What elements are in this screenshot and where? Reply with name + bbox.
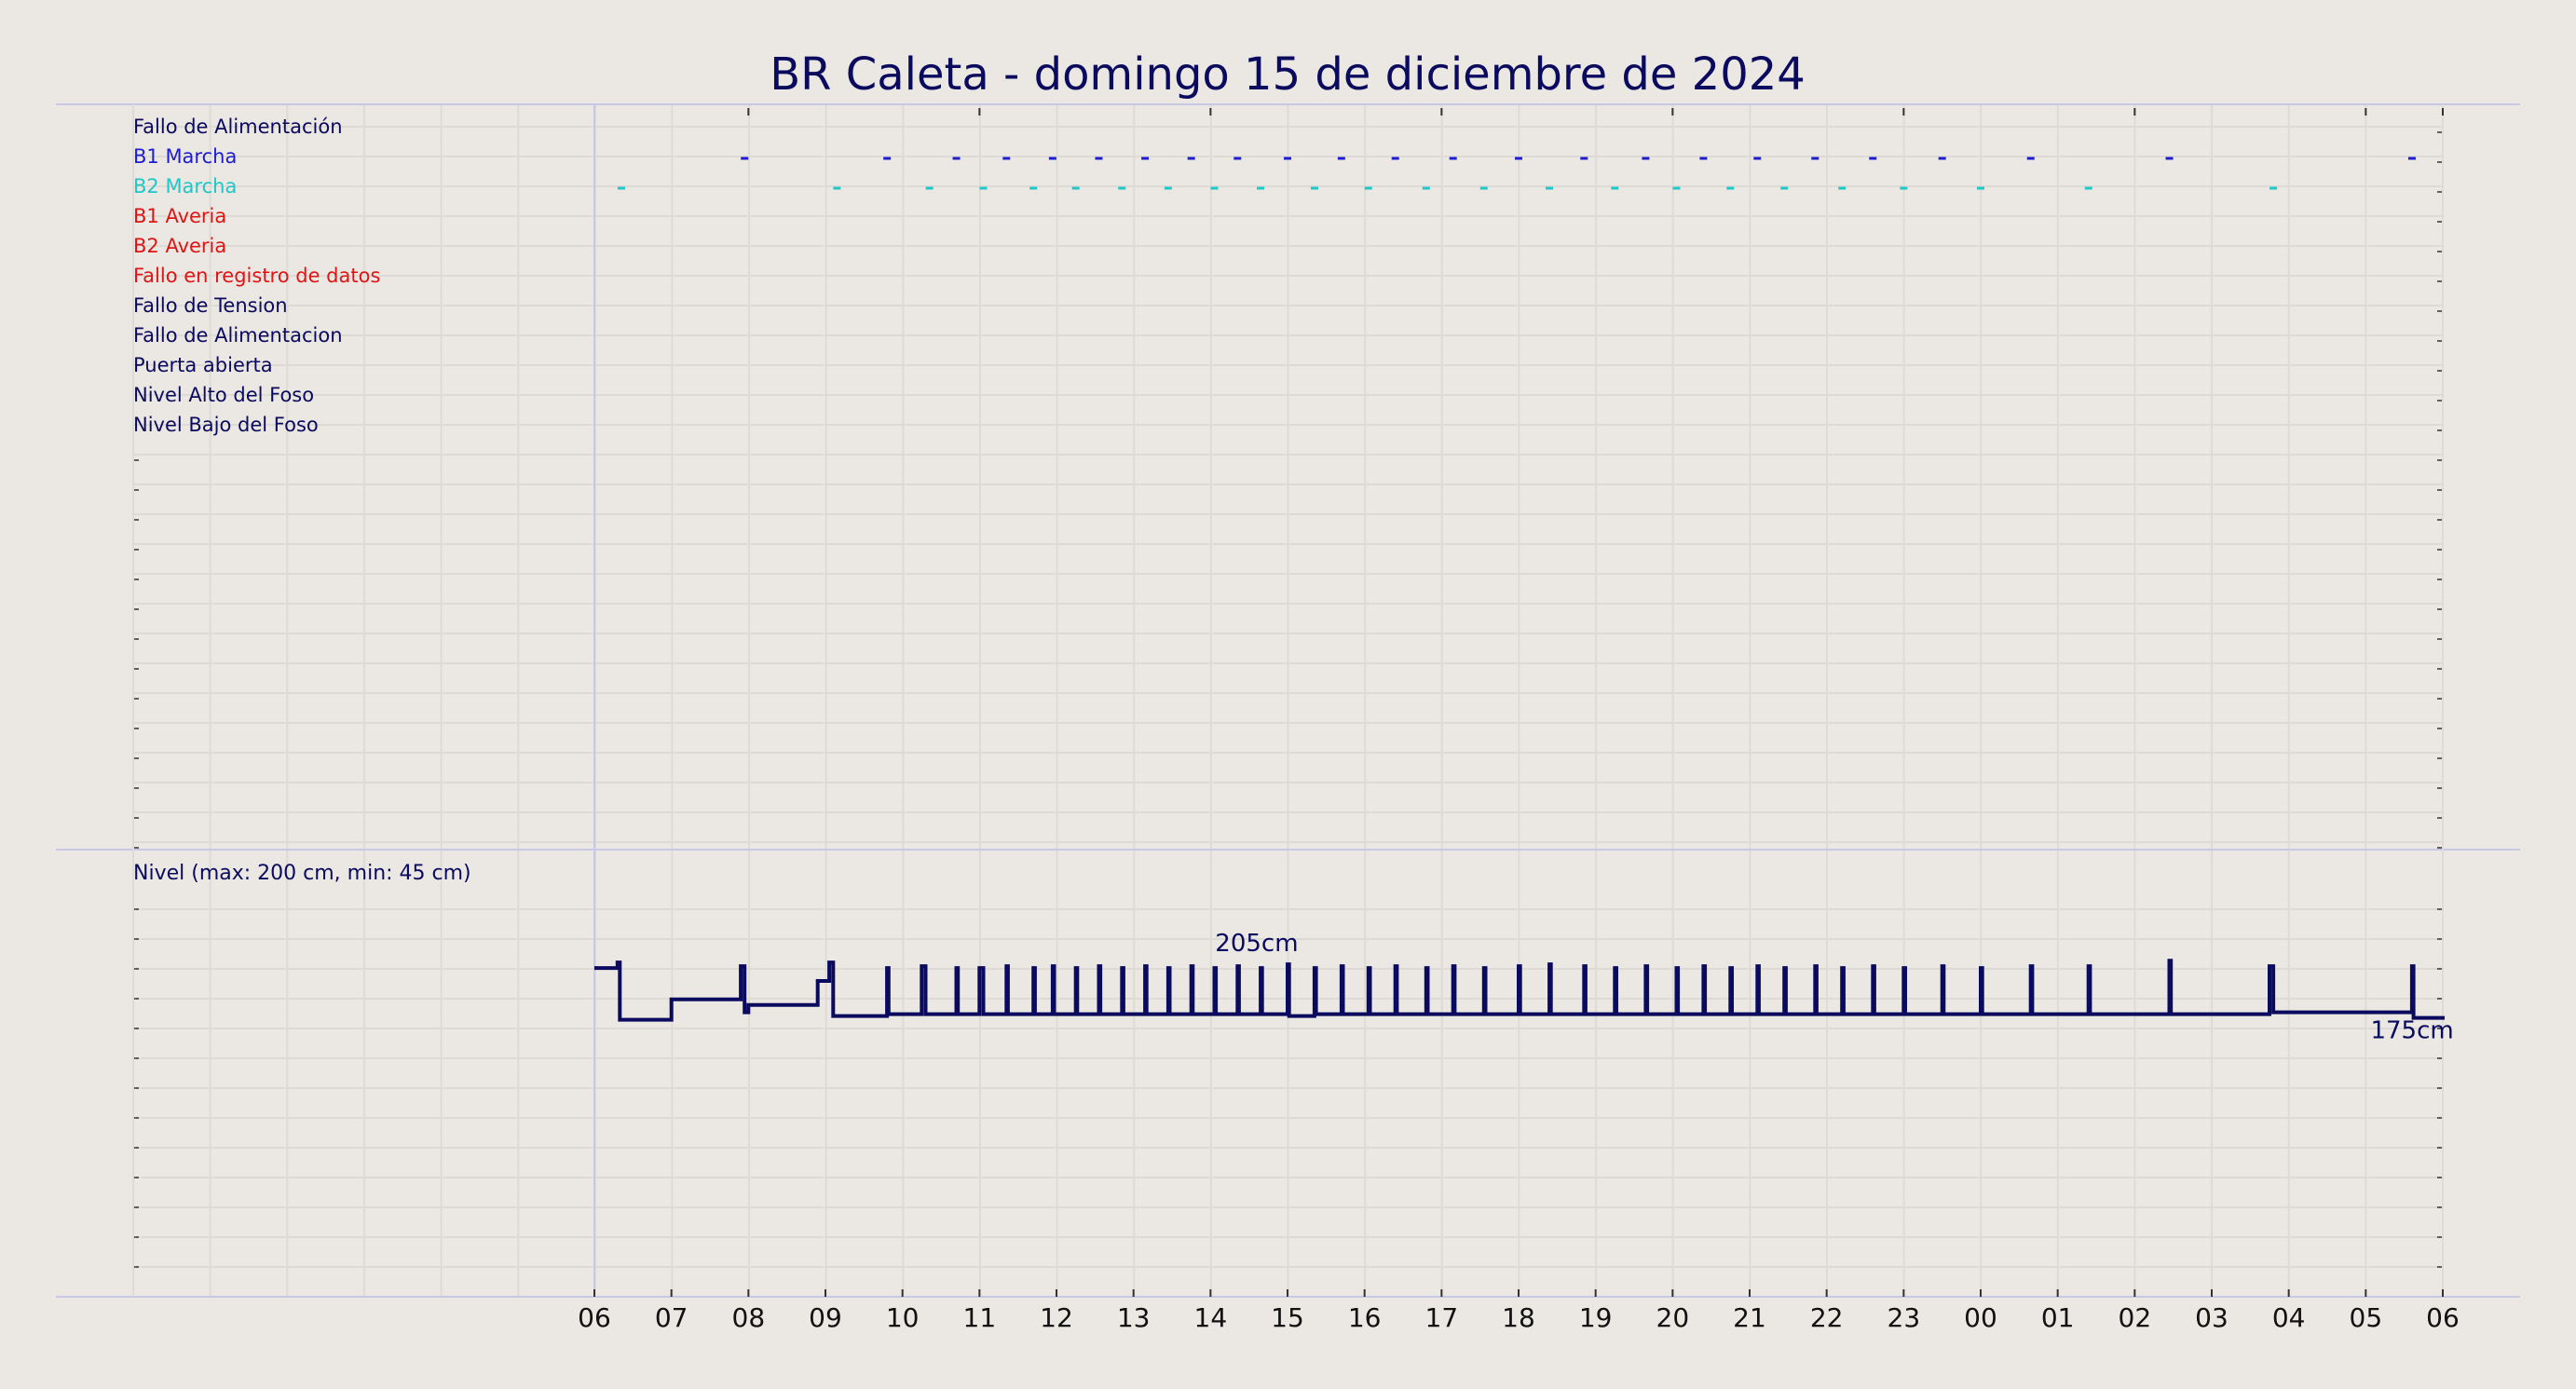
x-tick-label: 13	[1117, 1302, 1151, 1333]
x-tick-label: 09	[809, 1302, 842, 1333]
x-tick-label: 05	[2350, 1302, 2383, 1333]
x-tick-label: 03	[2195, 1302, 2228, 1333]
x-tick-label: 14	[1194, 1302, 1228, 1333]
x-tick-label: 20	[1656, 1302, 1690, 1333]
x-tick-label: 23	[1888, 1302, 1921, 1333]
x-tick-label: 16	[1348, 1302, 1382, 1333]
x-tick-label: 08	[732, 1302, 766, 1333]
chart-title: BR Caleta - domingo 15 de diciembre de 2…	[770, 48, 1806, 101]
x-tick-label: 21	[1733, 1302, 1766, 1333]
x-tick-label: 18	[1502, 1302, 1535, 1333]
signal-label: Fallo de Alimentación	[133, 116, 343, 138]
signal-label: B2 Marcha	[133, 175, 237, 197]
signal-label: Fallo de Tension	[133, 294, 288, 317]
signal-label: Nivel Alto del Foso	[133, 384, 314, 406]
signal-label: Fallo de Alimentacion	[133, 324, 343, 347]
x-tick-label: 06	[2426, 1302, 2460, 1333]
signal-label: B2 Averia	[133, 235, 226, 257]
x-tick-label: 01	[2041, 1302, 2075, 1333]
x-tick-label: 15	[1271, 1302, 1304, 1333]
x-tick-label: 00	[1964, 1302, 1997, 1333]
level-annotation: 175cm	[2370, 1017, 2453, 1045]
x-tick-label: 06	[578, 1302, 611, 1333]
x-tick-label: 19	[1579, 1302, 1613, 1333]
signal-label: Nivel Bajo del Foso	[133, 414, 319, 436]
level-panel-title: Nivel (max: 200 cm, min: 45 cm)	[133, 862, 471, 885]
x-tick-label: 17	[1425, 1302, 1459, 1333]
signal-label: Puerta abierta	[133, 354, 273, 376]
signal-label: Fallo en registro de datos	[133, 265, 380, 287]
x-tick-label: 11	[963, 1302, 997, 1333]
level-annotation: 205cm	[1215, 930, 1298, 958]
x-tick-label: 02	[2119, 1302, 2152, 1333]
x-tick-label: 07	[655, 1302, 688, 1333]
x-tick-label: 12	[1040, 1302, 1073, 1333]
signal-label: B1 Marcha	[133, 145, 237, 168]
signal-label: B1 Averia	[133, 205, 226, 227]
x-tick-label: 04	[2272, 1302, 2306, 1333]
x-tick-label: 10	[886, 1302, 920, 1333]
x-tick-label: 22	[1810, 1302, 1844, 1333]
